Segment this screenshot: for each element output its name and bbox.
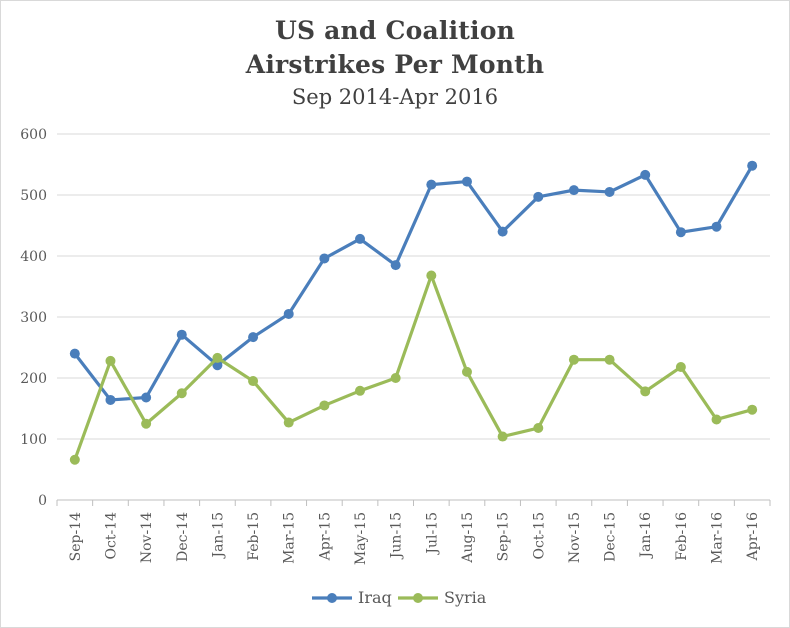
data-point-syria xyxy=(105,355,116,366)
x-tick-label: Feb-16 xyxy=(674,512,690,561)
x-tick-label: Apr-15 xyxy=(317,512,333,561)
data-point-syria xyxy=(283,417,294,428)
x-tick-label: Mar-15 xyxy=(282,512,298,564)
data-point-syria xyxy=(711,414,722,425)
x-tick-label: Dec-14 xyxy=(175,512,191,562)
data-point-iraq xyxy=(568,185,579,196)
data-point-syria xyxy=(426,270,437,281)
data-point-syria xyxy=(69,454,80,465)
y-tick-label: 400 xyxy=(20,249,47,265)
legend-marker-iraq xyxy=(327,593,337,603)
data-point-iraq xyxy=(283,308,294,319)
data-point-syria xyxy=(319,400,330,411)
x-tick-label: Jan-15 xyxy=(210,512,226,560)
x-tick-label: Dec-15 xyxy=(603,512,619,562)
data-point-syria xyxy=(355,385,366,396)
legend-marker-syria xyxy=(413,593,423,603)
data-point-iraq xyxy=(426,179,437,190)
data-point-iraq xyxy=(675,227,686,238)
chart-title-line2: Airstrikes Per Month xyxy=(245,50,545,79)
x-tick-label: Feb-15 xyxy=(246,512,262,561)
y-tick-label: 100 xyxy=(20,432,47,448)
chart-title: US and Coalition xyxy=(275,16,515,45)
data-point-syria xyxy=(497,431,508,442)
y-tick-label: 500 xyxy=(20,188,47,204)
data-point-syria xyxy=(604,354,615,365)
data-point-iraq xyxy=(141,392,152,403)
data-point-syria xyxy=(176,388,187,399)
x-tick-label: Aug-15 xyxy=(460,512,476,564)
y-tick-label: 300 xyxy=(20,310,47,326)
x-tick-label: May-15 xyxy=(353,512,369,565)
data-point-syria xyxy=(568,354,579,365)
data-point-iraq xyxy=(604,186,615,197)
data-point-syria xyxy=(747,404,758,415)
data-point-iraq xyxy=(533,191,544,202)
x-tick-label: Jun-15 xyxy=(389,512,405,560)
legend-label-iraq: Iraq xyxy=(358,588,392,607)
data-point-syria xyxy=(141,418,152,429)
data-point-iraq xyxy=(461,176,472,187)
x-tick-label: Nov-15 xyxy=(567,512,583,563)
legend-label-syria: Syria xyxy=(444,588,487,607)
data-point-iraq xyxy=(497,226,508,237)
data-point-syria xyxy=(675,362,686,373)
x-tick-label: Jan-16 xyxy=(638,512,654,560)
x-tick-label: Sep-14 xyxy=(68,512,84,561)
x-tick-label: Mar-16 xyxy=(710,512,726,564)
x-tick-label: Oct-15 xyxy=(531,512,547,560)
data-point-syria xyxy=(248,376,259,387)
data-point-iraq xyxy=(390,260,401,271)
y-tick-label: 0 xyxy=(38,493,47,509)
data-point-syria xyxy=(461,366,472,377)
data-point-syria xyxy=(640,386,651,397)
data-point-iraq xyxy=(248,332,259,343)
y-tick-label: 600 xyxy=(20,127,47,143)
chart-subtitle: Sep 2014-Apr 2016 xyxy=(291,85,499,109)
data-point-iraq xyxy=(640,169,651,180)
data-point-syria xyxy=(212,352,223,363)
data-point-iraq xyxy=(69,348,80,359)
data-point-iraq xyxy=(355,233,366,244)
series-line-iraq xyxy=(73,164,754,402)
x-tick-label: Jul-15 xyxy=(424,512,440,556)
data-point-iraq xyxy=(319,253,330,264)
x-tick-label: Nov-14 xyxy=(139,512,155,563)
data-point-iraq xyxy=(711,221,722,232)
data-point-syria xyxy=(533,423,544,434)
data-point-iraq xyxy=(747,160,758,171)
series-line-syria xyxy=(73,273,754,462)
x-tick-label: Apr-16 xyxy=(745,512,761,561)
x-tick-label: Sep-15 xyxy=(496,512,512,561)
data-point-iraq xyxy=(212,360,223,371)
data-point-iraq xyxy=(176,329,187,340)
x-tick-label: Oct-14 xyxy=(103,512,119,560)
y-tick-label: 200 xyxy=(20,371,47,387)
data-point-syria xyxy=(390,373,401,383)
data-point-iraq xyxy=(105,394,116,405)
